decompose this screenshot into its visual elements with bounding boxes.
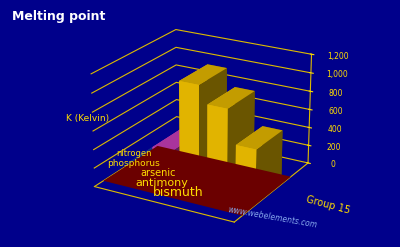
Text: bismuth: bismuth: [153, 186, 204, 199]
Text: Group 15: Group 15: [305, 194, 351, 216]
Text: www.webelements.com: www.webelements.com: [226, 205, 318, 229]
Text: phosphorus: phosphorus: [107, 159, 160, 167]
Text: K (Kelvin): K (Kelvin): [66, 114, 110, 123]
Text: arsenic: arsenic: [140, 168, 176, 178]
Text: antimony: antimony: [135, 178, 188, 188]
Text: nitrogen: nitrogen: [116, 149, 152, 158]
Text: Melting point: Melting point: [12, 10, 105, 23]
